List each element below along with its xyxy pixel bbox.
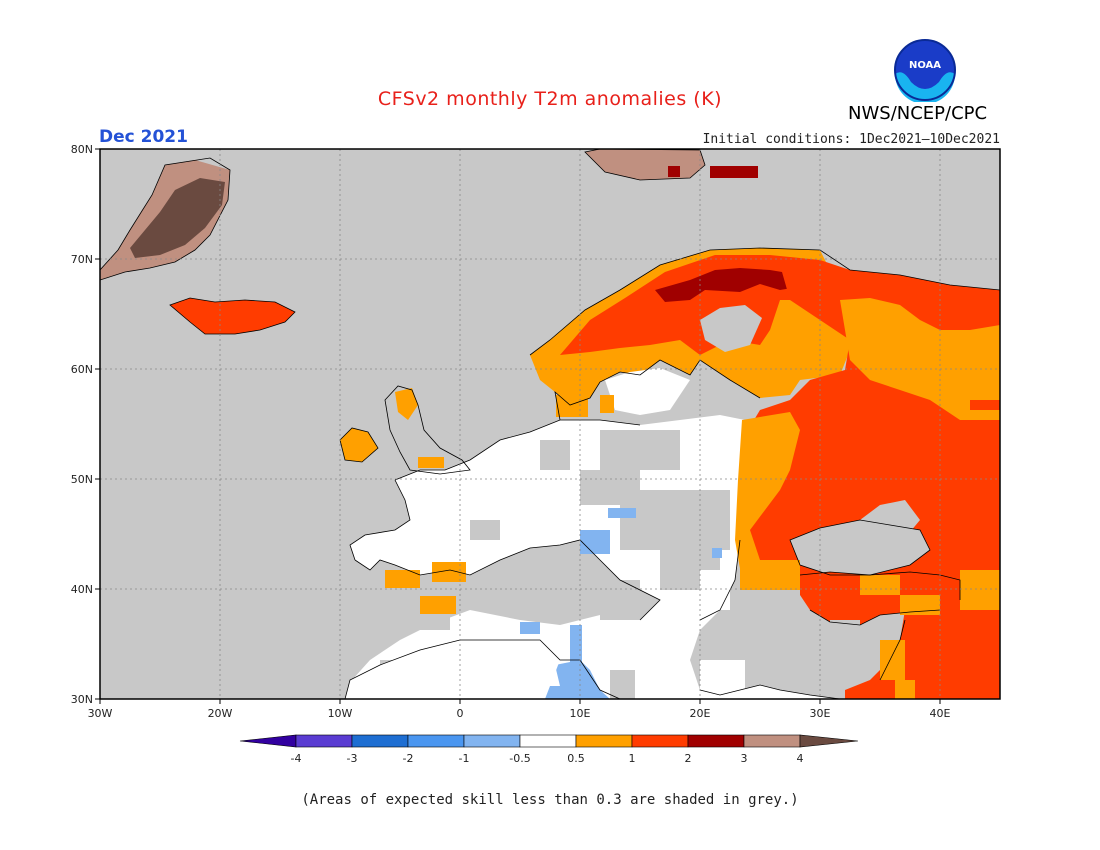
british-isles — [340, 428, 378, 462]
lat-label-30n: 30N — [70, 693, 93, 706]
map-frame — [99, 148, 1001, 700]
alps-cold — [608, 508, 636, 518]
noaa-logo-text: NOAA — [909, 60, 941, 71]
lat-label-50n: 50N — [70, 473, 93, 486]
noaa-logo: NOAA — [894, 39, 956, 102]
lon-label-30w: 30W — [87, 707, 113, 720]
colorbar-label: -0.5 — [509, 752, 531, 765]
colorbar-label: 2 — [684, 752, 692, 765]
axis-ticks — [95, 148, 941, 704]
tunisia-cold — [545, 660, 610, 699]
greenland-strong-anomaly — [130, 178, 225, 258]
chart-title: CFSv2 monthly T2m anomalies (K) — [377, 88, 723, 110]
turkey-warm — [800, 572, 960, 625]
colorbar — [239, 734, 859, 748]
lon-label-10w: 10W — [327, 707, 353, 720]
lat-label-80n: 80N — [70, 143, 93, 156]
colorbar-cell-gt-4 — [799, 734, 859, 748]
colorbar-label: -3 — [346, 752, 358, 765]
agency-label: NWS/NCEP/CPC — [848, 103, 988, 124]
colorbar-cell-1-05 — [463, 734, 521, 748]
colorbar-cell-1-2 — [631, 734, 689, 748]
lat-label-60n: 60N — [70, 363, 93, 376]
iceland-anomaly — [170, 298, 295, 334]
colorbar-cell-3-4 — [743, 734, 801, 748]
graticule — [100, 149, 1000, 699]
lon-label-20w: 20W — [207, 707, 233, 720]
colorbar-label: 1 — [628, 752, 636, 765]
colorbar-cell-3-2 — [351, 734, 409, 748]
colorbar-cell-05-1 — [575, 734, 633, 748]
lon-label-0: 0 — [456, 707, 464, 720]
colorbar-cell-2-1 — [407, 734, 465, 748]
colorbar-cell-neutral — [519, 734, 577, 748]
coastlines — [100, 149, 1000, 699]
colorbar-label: 0.5 — [567, 752, 585, 765]
lon-label-20e: 20E — [689, 707, 711, 720]
colorbar-cell-lt-4 — [239, 734, 297, 748]
north-italy-cold — [580, 530, 610, 554]
colorbar-label: 4 — [796, 752, 804, 765]
colorbar-label: -1 — [458, 752, 470, 765]
lon-label-30e: 30E — [809, 707, 831, 720]
colorbar-label: -2 — [402, 752, 414, 765]
forecast-month: Dec 2021 — [99, 127, 188, 147]
lon-label-10e: 10E — [569, 707, 591, 720]
colorbar-label: -4 — [290, 752, 302, 765]
lat-label-70n: 70N — [70, 253, 93, 266]
lon-label-40e: 40E — [929, 707, 951, 720]
lat-label-40n: 40N — [70, 583, 93, 596]
continental-europe-neutral — [345, 415, 840, 699]
colorbar-cell-2-3 — [687, 734, 745, 748]
colorbar-label: 3 — [740, 752, 748, 765]
initial-conditions: Initial conditions: 1Dec2021—10Dec2021 — [702, 132, 1000, 147]
skill-footnote: (Areas of expected skill less than 0.3 a… — [301, 792, 799, 808]
colorbar-cell-4-3 — [295, 734, 353, 748]
